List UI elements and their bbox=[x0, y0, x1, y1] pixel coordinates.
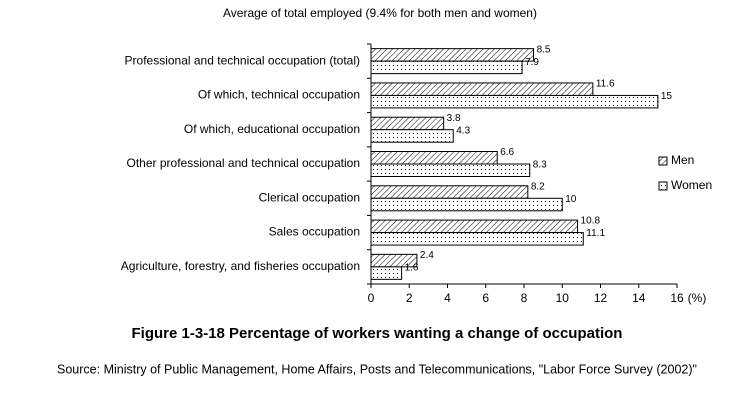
x-tick-label: 8 bbox=[521, 291, 528, 305]
source: Source: Ministry of Public Management, H… bbox=[57, 362, 697, 376]
x-tick-label: 10 bbox=[556, 291, 570, 305]
bar bbox=[370, 219, 579, 234]
bar bbox=[370, 94, 659, 109]
bar bbox=[370, 151, 498, 165]
y-tick-label: Of which, technical occupation bbox=[198, 88, 360, 102]
value-label: 11.6 bbox=[596, 79, 615, 90]
value-label: 7.9 bbox=[525, 57, 539, 68]
value-label: 15 bbox=[661, 91, 673, 102]
value-label: 11.1 bbox=[586, 228, 605, 239]
bar bbox=[370, 82, 594, 96]
bar bbox=[370, 48, 535, 62]
legend-label: Men bbox=[671, 153, 694, 167]
value-label: 1.6 bbox=[405, 262, 419, 273]
caption: Figure 1-3-18 Percentage of workers want… bbox=[132, 325, 623, 342]
value-label: 8.2 bbox=[531, 181, 545, 192]
x-tick-label: 14 bbox=[632, 291, 646, 305]
value-label: 2.4 bbox=[420, 250, 434, 261]
y-tick-label: Clerical occupation bbox=[259, 190, 360, 204]
y-tick-label: Professional and technical occupation (t… bbox=[125, 53, 360, 67]
legend-swatch bbox=[658, 181, 668, 191]
bar bbox=[370, 116, 445, 131]
bar bbox=[370, 163, 531, 177]
x-tick-label: 0 bbox=[368, 291, 375, 305]
legend-swatch bbox=[658, 156, 668, 166]
x-tick-label: 12 bbox=[594, 291, 608, 305]
value-label: 8.3 bbox=[533, 160, 547, 171]
y-tick-label: Agriculture, forestry, and fisheries occ… bbox=[121, 259, 360, 273]
chart-title: Average of total employed (9.4% for both… bbox=[223, 6, 537, 20]
bar bbox=[370, 185, 529, 199]
value-label: 6.6 bbox=[500, 147, 514, 158]
bar bbox=[370, 266, 403, 280]
x-tick-label: 4 bbox=[444, 291, 451, 305]
value-label: 4.3 bbox=[456, 125, 470, 136]
bar bbox=[370, 232, 584, 246]
value-label: 10.8 bbox=[581, 216, 601, 227]
bar bbox=[370, 60, 523, 75]
x-tick-label: 2 bbox=[406, 291, 413, 305]
y-tick-label: Of which, educational occupation bbox=[184, 122, 360, 136]
x-axis-label: (%) bbox=[688, 291, 707, 305]
x-tick-label: 16 bbox=[670, 291, 684, 305]
value-label: 8.5 bbox=[537, 44, 551, 55]
y-tick-label: Sales occupation bbox=[269, 225, 360, 239]
x-tick-label: 6 bbox=[482, 291, 489, 305]
bar bbox=[370, 129, 454, 143]
y-tick-label: Other professional and technical occupat… bbox=[127, 156, 360, 170]
legend-label: Women bbox=[671, 178, 712, 192]
bar bbox=[370, 197, 563, 212]
value-label: 10 bbox=[565, 194, 577, 205]
value-label: 3.8 bbox=[447, 113, 461, 124]
